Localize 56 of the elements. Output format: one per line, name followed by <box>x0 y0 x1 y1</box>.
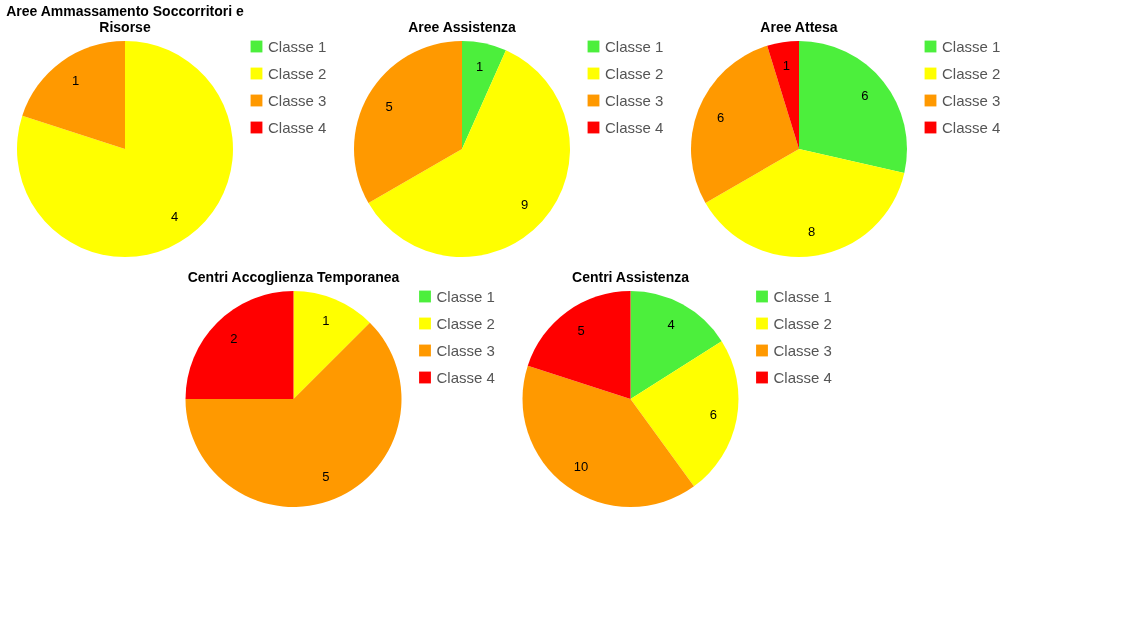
legend-label: Classe 4 <box>436 368 495 386</box>
data-label: 5 <box>385 98 393 114</box>
data-label: 2 <box>230 331 238 347</box>
pie-slice <box>630 341 739 487</box>
pie-slice <box>368 50 570 257</box>
chart-title: Centri Accoglienza Temporanea <box>187 269 400 285</box>
chart-title: Aree Ammassamento Soccorritori e Risorse <box>6 3 244 35</box>
legend-label: Classe 3 <box>942 91 1001 109</box>
pie-slice <box>293 291 370 399</box>
data-label: 6 <box>709 406 717 422</box>
data-label: 1 <box>782 57 791 73</box>
pie-slice <box>691 45 799 203</box>
chart-title: Aree Attesa <box>760 19 838 35</box>
pie-slice <box>17 41 233 257</box>
pie-slice <box>462 41 506 149</box>
data-label: 4 <box>170 209 179 225</box>
legend-label: Classe 1 <box>436 287 495 305</box>
legend-label: Classe 3 <box>605 91 664 109</box>
legend-label: Classe 1 <box>605 37 664 55</box>
data-label: 9 <box>520 197 529 213</box>
data-label: 8 <box>807 224 816 240</box>
data-label: 1 <box>475 58 484 74</box>
pie-slice <box>527 291 631 399</box>
pie-slice <box>522 365 694 507</box>
data-label: 6 <box>861 88 869 104</box>
legend-label: Classe 3 <box>436 341 495 359</box>
legend-label: Classe 2 <box>942 64 1001 82</box>
legend-label: Classe 4 <box>773 368 832 386</box>
legend-label: Classe 3 <box>773 341 832 359</box>
data-label: 6 <box>716 110 725 126</box>
legend-label: Classe 2 <box>268 64 327 82</box>
legend-label: Classe 4 <box>942 118 1001 136</box>
data-label: 4 <box>667 317 675 333</box>
pie-slice <box>22 41 125 149</box>
legend-label: Classe 2 <box>436 314 495 332</box>
legend-label: Classe 2 <box>605 64 664 82</box>
pie-slice <box>354 41 462 203</box>
data-label: 5 <box>577 322 585 338</box>
legend-label: Classe 4 <box>268 118 327 136</box>
legend-label: Classe 1 <box>942 37 1001 55</box>
pie-slice <box>185 291 294 399</box>
legend-label: Classe 4 <box>605 118 664 136</box>
legend-label: Classe 3 <box>268 91 327 109</box>
legend-label: Classe 1 <box>773 287 832 305</box>
data-label: 1 <box>322 313 330 329</box>
pie-slice <box>767 41 799 149</box>
pie-slice <box>799 41 907 174</box>
data-label: 1 <box>71 72 80 88</box>
chart-title: Aree Assistenza <box>408 19 517 35</box>
pie-slice <box>630 291 722 399</box>
legend-label: Classe 2 <box>773 314 832 332</box>
chart-title: Centri Assistenza <box>572 269 690 285</box>
data-label: 10 <box>573 459 589 475</box>
pie-slice <box>705 149 905 257</box>
legend-label: Classe 1 <box>268 37 327 55</box>
data-label: 5 <box>322 468 330 484</box>
